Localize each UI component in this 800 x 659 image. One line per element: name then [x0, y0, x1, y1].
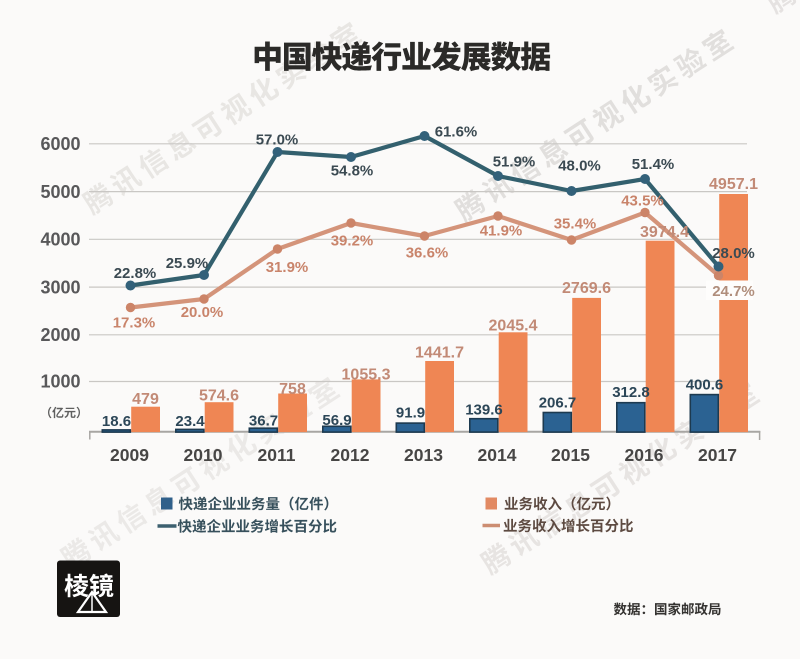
svg-text:17.3%: 17.3%	[113, 314, 156, 331]
svg-text:6000: 6000	[40, 134, 80, 154]
svg-text:3974.4: 3974.4	[640, 224, 689, 241]
svg-text:758: 758	[279, 381, 306, 398]
svg-text:43.5%: 43.5%	[621, 192, 664, 209]
svg-text:4957.1: 4957.1	[709, 176, 758, 193]
svg-text:25.9%: 25.9%	[166, 255, 209, 272]
svg-text:2045.4: 2045.4	[489, 318, 538, 335]
svg-text:31.9%: 31.9%	[266, 259, 309, 276]
svg-text:1055.3: 1055.3	[342, 367, 391, 384]
svg-text:2011: 2011	[258, 445, 296, 465]
svg-text:91.9: 91.9	[396, 404, 425, 421]
svg-text:2769.6: 2769.6	[562, 280, 611, 297]
svg-text:36.7: 36.7	[249, 412, 278, 429]
svg-text:18.6: 18.6	[102, 413, 131, 430]
svg-text:2000: 2000	[40, 325, 80, 345]
svg-text:22.8%: 22.8%	[114, 265, 157, 282]
svg-text:1000: 1000	[40, 372, 80, 392]
svg-text:41.9%: 41.9%	[480, 222, 523, 239]
svg-text:2010: 2010	[184, 445, 223, 465]
svg-text:312.8: 312.8	[612, 384, 650, 401]
svg-text:3000: 3000	[40, 277, 80, 297]
svg-text:139.6: 139.6	[465, 401, 503, 418]
svg-text:56.9: 56.9	[322, 412, 351, 429]
svg-text:39.2%: 39.2%	[331, 232, 374, 249]
svg-text:2016: 2016	[625, 445, 664, 465]
svg-text:51.4%: 51.4%	[632, 156, 675, 173]
svg-text:20.0%: 20.0%	[181, 304, 224, 321]
svg-text:54.8%: 54.8%	[331, 162, 374, 179]
svg-text:2013: 2013	[404, 445, 443, 465]
svg-text:51.9%: 51.9%	[493, 153, 536, 170]
svg-text:206.7: 206.7	[539, 395, 577, 412]
svg-text:23.4: 23.4	[175, 413, 205, 430]
svg-text:57.0%: 57.0%	[256, 131, 299, 148]
svg-text:4000: 4000	[40, 230, 80, 250]
svg-text:2017: 2017	[698, 445, 737, 465]
svg-text:2012: 2012	[331, 445, 370, 465]
svg-text:1441.7: 1441.7	[415, 345, 464, 362]
svg-text:2015: 2015	[551, 445, 590, 465]
svg-text:2009: 2009	[110, 445, 149, 465]
svg-text:48.0%: 48.0%	[558, 157, 601, 174]
svg-text:2014: 2014	[478, 445, 517, 465]
svg-text:479: 479	[132, 391, 159, 408]
svg-text:36.6%: 36.6%	[406, 244, 449, 261]
svg-text:24.7%: 24.7%	[712, 283, 755, 300]
svg-text:574.6: 574.6	[199, 388, 239, 405]
svg-text:61.6%: 61.6%	[435, 123, 478, 140]
svg-text:28.0%: 28.0%	[712, 245, 755, 262]
svg-text:5000: 5000	[40, 182, 80, 202]
svg-text:400.6: 400.6	[686, 376, 724, 393]
svg-text:35.4%: 35.4%	[554, 215, 597, 232]
